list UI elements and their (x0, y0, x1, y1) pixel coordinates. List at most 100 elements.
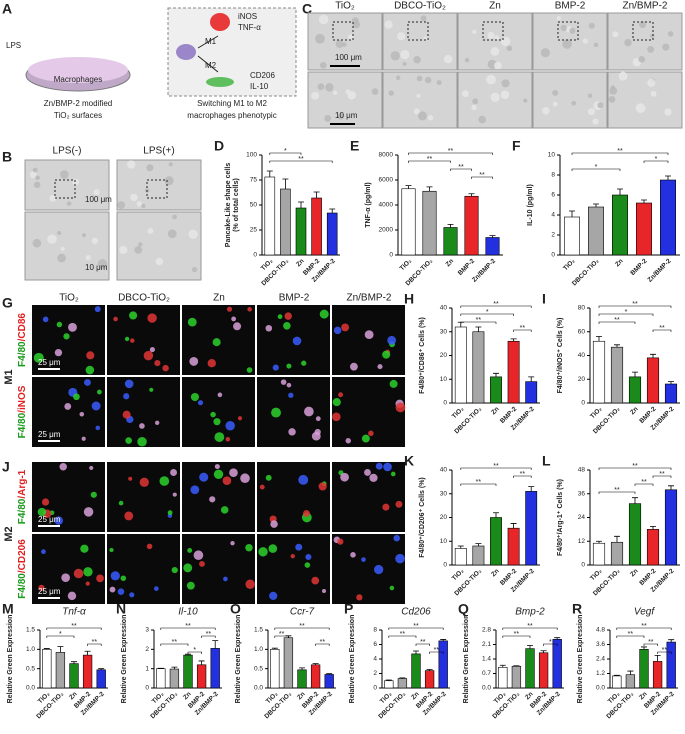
y-axis-label: F4/80⁺/CD206⁺ Cells (%) (419, 477, 426, 558)
significance-bracket (634, 483, 654, 486)
micrograph (382, 71, 458, 129)
cell (618, 71, 628, 81)
cell (54, 348, 63, 357)
error-bar (593, 203, 599, 207)
error-bar (632, 371, 638, 377)
cell (149, 347, 155, 353)
cell (225, 436, 231, 442)
significance-label: ** (476, 479, 482, 486)
bar (588, 206, 604, 256)
error-bar (299, 667, 305, 670)
bar (511, 665, 522, 689)
cell (371, 88, 379, 95)
bar (666, 641, 676, 689)
x-tick-label: TiO₂ (562, 258, 577, 273)
error-bar (475, 326, 482, 332)
significance-label: * (655, 156, 658, 163)
cell (41, 498, 50, 506)
scale-label: 10 μm (335, 111, 358, 120)
panel-letter: K (404, 453, 414, 469)
cell (134, 246, 143, 254)
cell (187, 547, 193, 553)
cell (560, 24, 567, 32)
bar (636, 202, 652, 256)
cell (41, 549, 46, 555)
cell (305, 553, 312, 561)
significance-label: ** (434, 647, 440, 654)
micrograph (332, 534, 405, 604)
significance-label: ** (476, 317, 482, 324)
inset-box (332, 21, 354, 41)
dish-top (28, 57, 128, 83)
y-tick-label: 40 (440, 467, 448, 474)
y-tick-label: 6 (373, 641, 377, 648)
cell (129, 592, 135, 598)
m2: M2 (205, 61, 217, 70)
cell (587, 93, 593, 99)
cell (220, 506, 229, 514)
inset-box (407, 21, 429, 41)
y-tick-label: 12 (578, 538, 586, 545)
cell (587, 108, 596, 116)
cell (395, 500, 403, 508)
error-bar (84, 650, 91, 656)
error-bar (43, 648, 50, 650)
cell (472, 29, 477, 34)
cell (364, 469, 371, 476)
bar (283, 637, 294, 689)
panel-letter: H (404, 291, 414, 307)
cell (650, 90, 657, 97)
significance-label: * (595, 164, 598, 171)
cell (383, 462, 392, 472)
column-label: Zn (213, 293, 225, 304)
x-tick-label: Zn (410, 691, 421, 702)
significance-label: * (59, 631, 62, 638)
significance-label: ** (279, 631, 285, 638)
cell (245, 579, 255, 590)
m1: M1 (205, 37, 217, 46)
panel-letter: B (2, 149, 12, 165)
significance-label: ** (648, 639, 654, 646)
significance-bracket (598, 491, 636, 494)
bar (424, 670, 435, 689)
significance-label: ** (632, 301, 638, 308)
cell (89, 465, 94, 471)
cell (593, 42, 599, 48)
cell (73, 393, 80, 401)
panel-letter: D (214, 138, 224, 154)
column-label: TiO₂ (335, 1, 355, 12)
significance-bracket (643, 160, 669, 163)
error-bar (654, 654, 661, 662)
error-bar (540, 650, 547, 653)
error-bar (198, 660, 205, 665)
significance-label: ** (520, 325, 526, 332)
significance-bracket (460, 483, 497, 486)
micrograph (257, 462, 330, 532)
significance-bracket (460, 305, 532, 308)
cell (190, 485, 200, 495)
y-axis-label: (% of total cells) (233, 178, 240, 232)
cell (277, 314, 283, 320)
y-tick-label: 50 (250, 202, 258, 209)
cell (395, 402, 406, 413)
scale-label: 25 μm (38, 430, 61, 439)
cell (59, 462, 67, 471)
bar (55, 652, 66, 689)
bar (82, 654, 93, 689)
cell (64, 403, 72, 410)
significance-bracket (274, 627, 330, 630)
significance-bracket (571, 152, 669, 155)
x-tick-label: Zn (629, 406, 640, 417)
bar (280, 188, 291, 256)
panel-letter: P (344, 601, 353, 617)
error-bar (447, 223, 454, 228)
cell (340, 472, 349, 482)
cell (84, 379, 91, 386)
cell (33, 352, 44, 363)
group-label: M1 (3, 369, 15, 384)
y-tick-label: 0 (581, 562, 585, 569)
cell (338, 392, 344, 398)
significance-bracket (502, 635, 531, 638)
significance-bracket (598, 305, 672, 308)
lps: LPS (6, 41, 21, 50)
